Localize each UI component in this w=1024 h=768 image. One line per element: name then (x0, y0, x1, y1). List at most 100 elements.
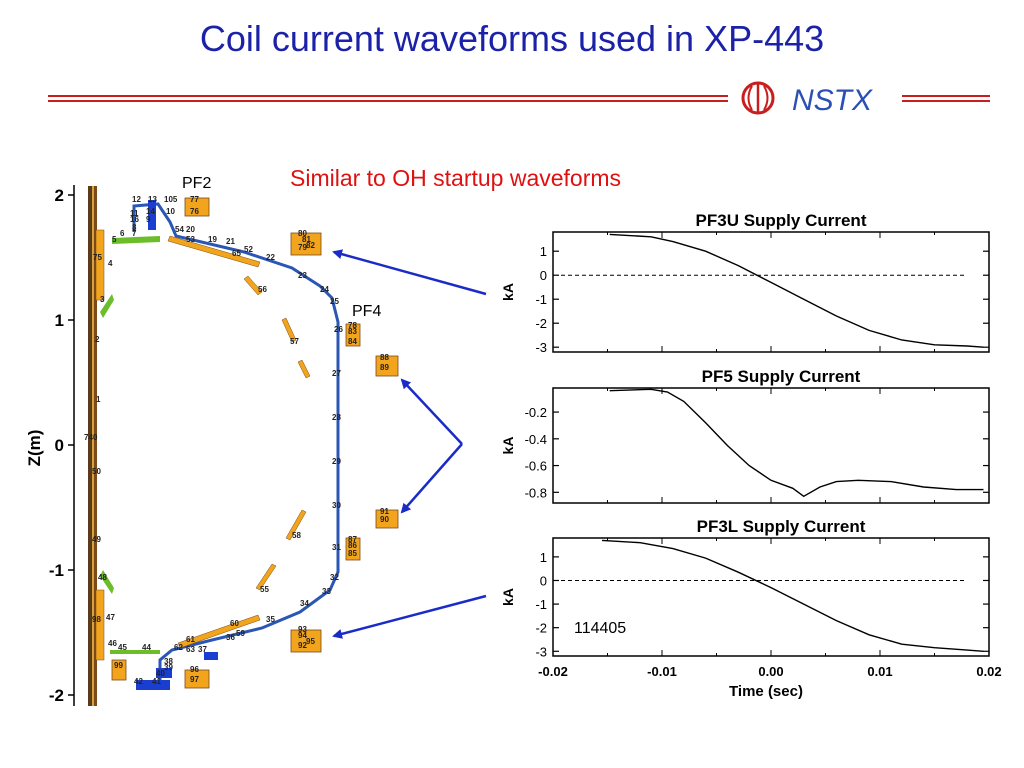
plot-frame (552, 537, 990, 657)
x-tick-label: 0.02 (976, 664, 1001, 679)
coil-number: 88 (380, 353, 389, 362)
oh-coil-upper (95, 229, 105, 301)
coil-number: 98 (92, 615, 101, 624)
z-axis-label: Z(m) (25, 430, 44, 467)
coil-number: 22 (266, 253, 275, 262)
coil-number: 90 (380, 515, 389, 524)
plot-1: PF3U Supply Current kA 1 0 -1 -2 -3 (500, 211, 990, 355)
y-tick-label: 0 (540, 573, 547, 588)
connector-arrows (332, 249, 487, 639)
coil-number: 20 (186, 225, 195, 234)
vacuum-vessel-outline (132, 202, 340, 684)
center-stack-outer (88, 186, 92, 706)
coil-number: 42 (134, 677, 143, 686)
plot-ylabel: kA (500, 588, 516, 606)
coil-number: 55 (260, 585, 269, 594)
coil-number: 6 (120, 229, 125, 238)
coil-number: 91 (380, 507, 389, 516)
coil-number: 53 (186, 235, 195, 244)
header-rule (48, 95, 990, 102)
waveform-line (609, 388, 984, 498)
lower-blue-plate-c (204, 652, 218, 660)
coil-number: 99 (114, 661, 123, 670)
y-tick-label: -0.4 (525, 432, 547, 447)
coil-number: 94 (298, 631, 307, 640)
coil-number: 82 (306, 241, 315, 250)
coil-number: 54 (175, 225, 184, 234)
plot-title: PF3L Supply Current (697, 517, 866, 536)
coil-number: 40 (156, 669, 165, 678)
z-axis-tick-label: 0 (55, 436, 64, 455)
y-tick-label: 1 (540, 244, 547, 259)
coil-number: 58 (292, 531, 301, 540)
z-axis-tick-label: -2 (49, 686, 64, 705)
plot-title: PF5 Supply Current (702, 367, 861, 386)
coil-number: 74 (84, 433, 93, 442)
coil-number: 78 (348, 321, 357, 330)
coil-number: 37 (198, 645, 207, 654)
coil-number: 26 (334, 325, 343, 334)
slide-subtitle: Similar to OH startup waveforms (290, 165, 622, 191)
y-tick-label: -3 (535, 644, 547, 659)
coil-number: 83 (348, 327, 357, 336)
plot-frame (552, 231, 990, 353)
y-tick-label: -1 (535, 597, 547, 612)
coil-number: 61 (186, 635, 195, 644)
coil-number: 84 (348, 337, 357, 346)
coil-number: 57 (290, 337, 299, 346)
coil-number: 92 (298, 641, 307, 650)
coil-number: 65 (232, 249, 241, 258)
y-tick-label: -0.8 (525, 485, 547, 500)
coil-number: 45 (118, 643, 127, 652)
coil-number: 34 (300, 599, 309, 608)
coil-number: 105 (164, 195, 178, 204)
coil-number: 76 (190, 207, 199, 216)
x-tick-label: -0.01 (647, 664, 677, 679)
coil-number: 2 (95, 335, 100, 344)
coil-number: 27 (332, 369, 341, 378)
waveform-line (609, 233, 984, 348)
coil-number: 9 (146, 215, 151, 224)
coil-number: 3 (100, 295, 105, 304)
coil-number: 59 (236, 629, 245, 638)
coil-number: 16 (130, 215, 139, 224)
y-tick-label: 1 (540, 550, 547, 565)
coil-number: 0 (93, 433, 98, 442)
coil-number: 48 (98, 573, 107, 582)
x-tick-label: -0.02 (538, 664, 568, 679)
coil-number: 31 (332, 543, 341, 552)
coil-number: 24 (320, 285, 329, 294)
coil-number: 93 (298, 625, 307, 634)
coil-number: 62 (174, 643, 183, 652)
coil-number: 46 (108, 639, 117, 648)
y-tick-label: -0.2 (525, 405, 547, 420)
plot-xlabel: Time (sec) (729, 683, 803, 700)
coil-number: 25 (330, 297, 339, 306)
z-axis-tick-label: 1 (55, 311, 64, 330)
coil-number: 38 (164, 657, 173, 666)
coil-number: 21 (226, 237, 235, 246)
center-stack-inner (94, 186, 97, 706)
coil-number: 77 (190, 195, 199, 204)
lower-blue-plate-a (136, 680, 170, 690)
coil-number: 87 (348, 535, 357, 544)
coil-number: 10 (166, 207, 175, 216)
coil-number: 7 (132, 229, 137, 238)
coil-number: 50 (92, 467, 101, 476)
center-stack-mid (92, 186, 94, 706)
coil-number: 85 (348, 549, 357, 558)
shot-number-label: 114405 (574, 620, 626, 637)
coil-number: 41 (152, 677, 161, 686)
y-tick-label: -0.6 (525, 459, 547, 474)
coil-number: 23 (298, 271, 307, 280)
x-tick-label: 0.01 (867, 664, 892, 679)
coil-number: 56 (258, 285, 267, 294)
coil-number: 79 (298, 243, 307, 252)
coil-number: 28 (332, 413, 341, 422)
coil-number: 1 (96, 395, 101, 404)
plate-upper-inner (100, 294, 114, 318)
y-tick-label: -2 (535, 316, 547, 331)
coil-number: 33 (322, 587, 331, 596)
